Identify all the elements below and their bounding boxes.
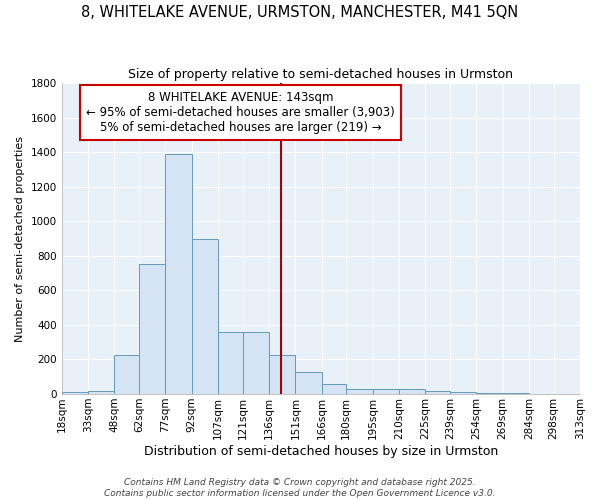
- Bar: [218, 332, 242, 394]
- Bar: [373, 389, 399, 394]
- Bar: [62, 392, 88, 394]
- X-axis label: Distribution of semi-detached houses by size in Urmston: Distribution of semi-detached houses by …: [144, 444, 498, 458]
- Bar: [269, 355, 295, 394]
- Bar: [346, 389, 373, 394]
- Bar: [242, 332, 269, 394]
- Bar: [503, 393, 529, 394]
- Text: Contains HM Land Registry data © Crown copyright and database right 2025.
Contai: Contains HM Land Registry data © Crown c…: [104, 478, 496, 498]
- Title: Size of property relative to semi-detached houses in Urmston: Size of property relative to semi-detach…: [128, 68, 514, 80]
- Bar: [399, 389, 425, 394]
- Bar: [476, 393, 503, 394]
- Bar: [425, 390, 450, 394]
- Bar: [295, 372, 322, 394]
- Bar: [322, 384, 346, 394]
- Text: 8, WHITELAKE AVENUE, URMSTON, MANCHESTER, M41 5QN: 8, WHITELAKE AVENUE, URMSTON, MANCHESTER…: [82, 5, 518, 20]
- Text: 8 WHITELAKE AVENUE: 143sqm
← 95% of semi-detached houses are smaller (3,903)
5% : 8 WHITELAKE AVENUE: 143sqm ← 95% of semi…: [86, 91, 395, 134]
- Bar: [166, 154, 191, 394]
- Y-axis label: Number of semi-detached properties: Number of semi-detached properties: [15, 136, 25, 342]
- Bar: [139, 264, 166, 394]
- Bar: [88, 390, 115, 394]
- Bar: [191, 238, 218, 394]
- Bar: [115, 355, 139, 394]
- Bar: [450, 392, 476, 394]
